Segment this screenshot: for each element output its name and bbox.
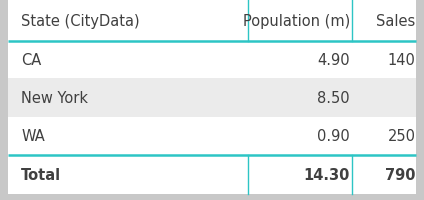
Text: Sales: Sales: [376, 14, 416, 28]
Text: 0.90: 0.90: [317, 129, 350, 143]
Text: State (CityData): State (CityData): [21, 14, 140, 28]
Text: CA: CA: [21, 53, 42, 68]
Text: 8.50: 8.50: [317, 91, 350, 105]
Bar: [8, 79, 416, 117]
Bar: [8, 117, 416, 155]
Text: WA: WA: [21, 129, 45, 143]
Text: New York: New York: [21, 91, 88, 105]
Bar: [8, 155, 416, 194]
Text: 4.90: 4.90: [317, 53, 350, 68]
Bar: [8, 42, 416, 79]
Bar: [8, 0, 416, 42]
Text: 250: 250: [388, 129, 416, 143]
Text: Population (m): Population (m): [243, 14, 350, 28]
Text: 140: 140: [388, 53, 416, 68]
Text: 790: 790: [385, 167, 416, 182]
Text: Total: Total: [21, 167, 61, 182]
Text: 14.30: 14.30: [304, 167, 350, 182]
